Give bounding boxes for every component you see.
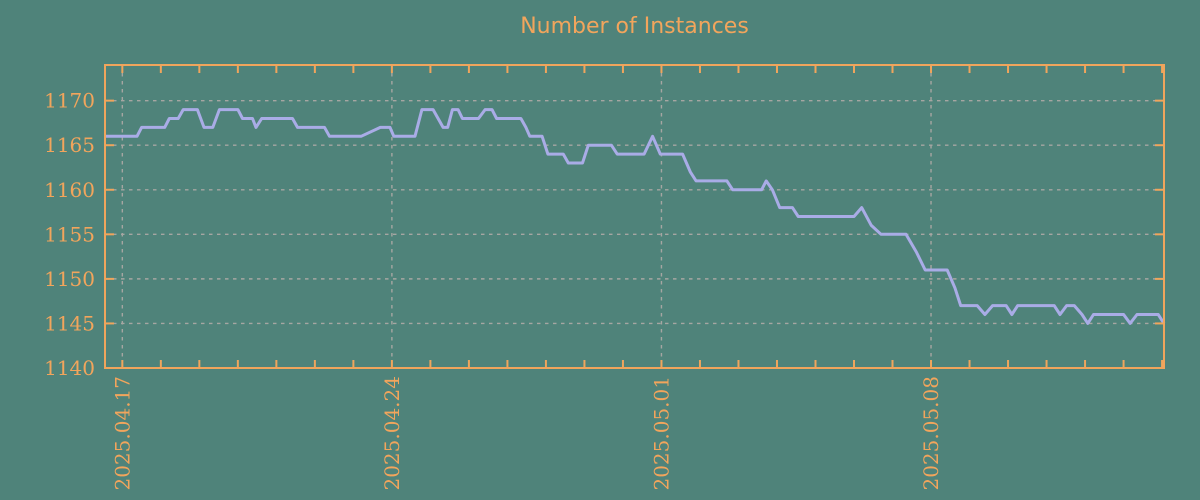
x-tick-label: 2025.04.24 xyxy=(380,376,404,491)
y-tick-label: 1170 xyxy=(44,89,95,113)
x-tick-label: 2025.05.01 xyxy=(650,376,674,491)
y-tick-label: 1155 xyxy=(44,222,95,246)
y-tick-label: 1165 xyxy=(44,133,95,157)
data-line xyxy=(105,108,1166,325)
y-tick-label: 1145 xyxy=(44,311,95,335)
chart-title: Number of Instances xyxy=(520,14,749,39)
x-tick-label: 2025.04.17 xyxy=(111,376,135,491)
y-tick-label: 1140 xyxy=(44,356,95,380)
y-tick-label: 1150 xyxy=(44,267,95,291)
y-tick-label: 1160 xyxy=(44,178,95,202)
x-tick-label: 2025.05.08 xyxy=(919,376,943,491)
plot-frame xyxy=(104,64,1165,369)
